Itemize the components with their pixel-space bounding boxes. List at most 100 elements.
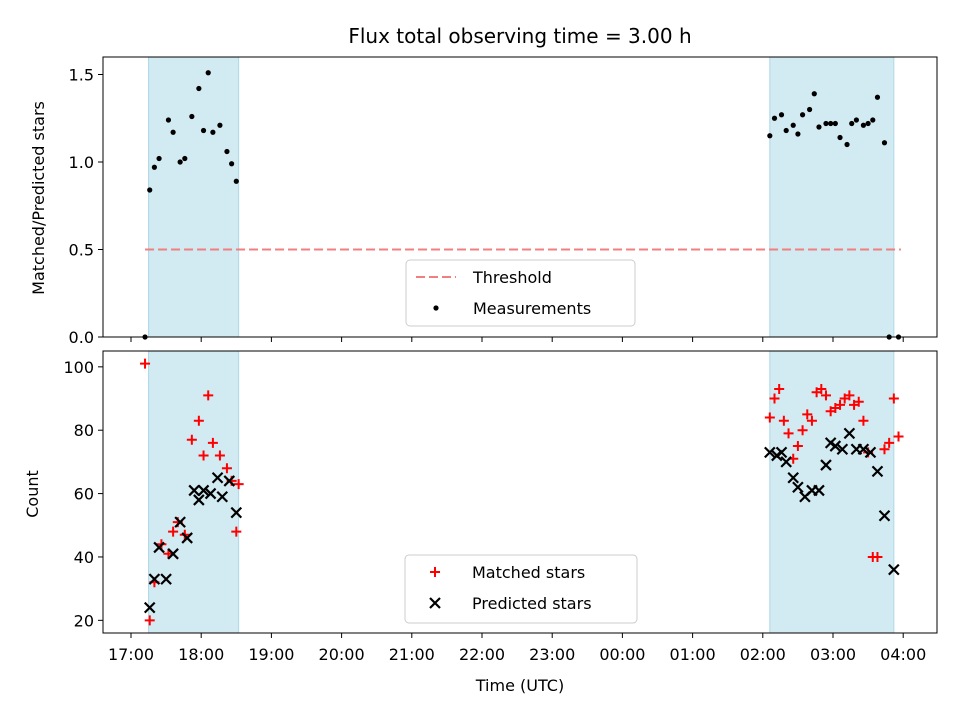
measurement-point [816, 124, 822, 130]
legend-box [404, 554, 638, 624]
x-tick-label: 01:00 [670, 645, 716, 664]
measurement-point [224, 148, 230, 155]
matched-star-point [884, 437, 895, 448]
matched-star-point [802, 409, 813, 420]
matched-star-point [816, 384, 827, 395]
predicted-star-point [211, 471, 224, 484]
predicted-star-point [780, 456, 792, 468]
x-tick-label: 22:00 [459, 645, 505, 664]
measurement-point [881, 140, 888, 146]
measurement-point [870, 117, 876, 123]
predicted-star-point [878, 509, 891, 522]
plot-frame [102, 56, 938, 338]
measurement-point [860, 122, 867, 128]
predicted-star-point [888, 563, 900, 576]
predicted-star-point [216, 490, 229, 503]
predicted-star-point [829, 440, 842, 452]
measurement-point [205, 70, 211, 76]
legend: Threshold Measurements [405, 259, 636, 327]
measurement-point [865, 120, 871, 127]
predicted-star-point [843, 427, 856, 440]
matched-star-point [186, 434, 197, 445]
bottom-panel: 20 40 60 80 100 17:00 18:00 19:00 20:00 21:00 22:0… [63, 350, 938, 664]
legend-measurement-swatch [433, 305, 439, 311]
matched-star-point [207, 437, 218, 448]
measurement-point [790, 122, 796, 128]
y-tick-label: 80 [74, 421, 94, 440]
matched-star-point [853, 396, 864, 407]
x-tick-label: 03:00 [810, 645, 856, 664]
measurement-point [177, 159, 183, 165]
predicted-star-point [857, 443, 870, 456]
x-tick-label: 18:00 [178, 645, 224, 664]
x-tick-label: 23:00 [529, 645, 575, 664]
y-tick-label: 20 [74, 611, 94, 630]
measurement-point [189, 113, 195, 120]
matched-star-point [893, 431, 904, 442]
matched-star-point [193, 415, 204, 426]
measurement-point [196, 85, 202, 92]
x-tick-label: 17:00 [108, 645, 154, 664]
observing-window-2 [769, 350, 895, 634]
legend-label: Predicted stars [472, 594, 592, 613]
predicted-star-point [181, 532, 193, 544]
matched-star-point [806, 415, 817, 426]
measurement-point [828, 120, 834, 127]
predicted-star-point [792, 481, 804, 494]
x-tick-label: 21:00 [389, 645, 435, 664]
measurement-point [217, 122, 223, 128]
measurement-point [853, 117, 860, 123]
matched-star-point [221, 463, 232, 474]
measurement-point [837, 134, 843, 141]
matched-star-point [198, 450, 209, 461]
predicted-star-point [188, 484, 200, 497]
plot-frame [102, 350, 938, 634]
y-tick-label: 1.5 [69, 66, 94, 85]
legend-label: Measurements [473, 299, 591, 318]
measurement-point [799, 112, 806, 118]
bottom-y-axis-label: Count [23, 470, 42, 518]
matched-star-point [820, 390, 831, 401]
measurement-point [165, 117, 172, 123]
predicted-star-point [197, 484, 210, 497]
legend-label: Matched stars [472, 563, 585, 582]
y-tick-label: 100 [63, 358, 94, 377]
measurement-point [849, 120, 855, 127]
matched-star-point [764, 412, 775, 423]
predicted-star-point [174, 516, 186, 528]
predicted-star-point [820, 459, 832, 471]
x-tick-label: 20:00 [319, 645, 365, 664]
matched-star-point [769, 393, 780, 404]
predicted-star-point [813, 484, 825, 497]
legend-label: Threshold [472, 268, 552, 287]
measurement-point [771, 115, 778, 121]
measurement-point [783, 127, 789, 134]
matched-star-point [233, 479, 244, 490]
matched-star-point [888, 393, 899, 404]
measurement-point [823, 120, 829, 127]
predicted-star-point [160, 573, 172, 585]
matched-star-point [792, 441, 803, 452]
measurement-point [807, 106, 813, 113]
measurement-point [151, 164, 157, 170]
measurement-point [844, 141, 850, 148]
y-tick-label: 60 [74, 485, 94, 504]
measurement-point [874, 94, 881, 100]
predicted-star-point [230, 506, 243, 519]
measurement-point [795, 131, 801, 137]
measurement-point [156, 155, 162, 162]
predicted-star-point [775, 446, 788, 459]
chart-title: Flux total observing time = 3.00 h [348, 24, 691, 48]
matched-star-point [858, 415, 869, 426]
matched-star-point [872, 551, 883, 562]
measurement-point [182, 155, 188, 162]
matched-star-point [778, 415, 789, 426]
predicted-star-point [167, 548, 179, 560]
predicted-star-point [143, 601, 156, 614]
measurement-point [233, 178, 239, 184]
matched-star-point [168, 526, 179, 537]
predicted-star-point [787, 471, 799, 484]
x-tick-label: 02:00 [740, 645, 786, 664]
matched-star-point [844, 390, 855, 401]
